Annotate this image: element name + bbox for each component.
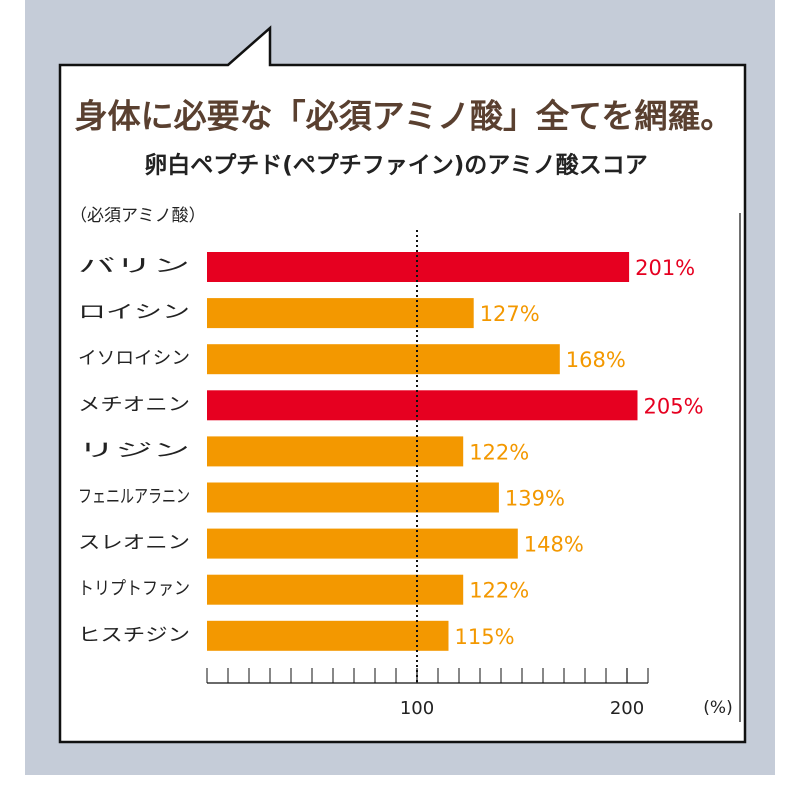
value-label: 139% <box>505 487 565 511</box>
y-axis-label: （必須アミノ酸） <box>70 206 206 226</box>
y-tick-label: トリプトファン <box>78 579 190 600</box>
y-tick-label: ロイシン <box>78 302 190 323</box>
value-label: 201% <box>635 256 695 280</box>
y-tick-label: バリン <box>78 256 190 277</box>
y-tick-label: ヒスチジン <box>78 625 190 646</box>
bar <box>207 344 560 375</box>
bar <box>207 574 464 605</box>
value-label: 205% <box>644 394 704 418</box>
chart-subtitle: 卵白ペプチド(ペプチファイン)のアミノ酸スコア <box>144 152 648 179</box>
x-tick-label: 200 <box>610 698 644 719</box>
x-tick-label: 100 <box>400 698 434 719</box>
y-tick-label: リジン <box>78 440 190 461</box>
chart-title: 身体に必要な「必須アミノ酸」全てを網羅。 <box>75 97 734 136</box>
bar <box>207 390 638 421</box>
y-tick-label: イソロイシン <box>78 348 190 369</box>
value-label: 168% <box>566 348 626 372</box>
value-label: 115% <box>455 625 515 649</box>
bar <box>207 298 474 329</box>
x-axis-label: (%) <box>703 698 732 718</box>
bar <box>207 482 499 513</box>
value-label: 127% <box>480 302 540 326</box>
bar <box>207 528 518 559</box>
bar <box>207 436 464 467</box>
value-label: 122% <box>469 440 529 464</box>
bar <box>207 620 449 651</box>
y-tick-label: スレオニン <box>78 533 190 554</box>
y-tick-label: フェニルアラニン <box>78 487 190 508</box>
bar <box>207 252 630 282</box>
value-label: 148% <box>524 533 584 557</box>
y-tick-label: メチオニン <box>78 394 190 415</box>
value-label: 122% <box>469 579 529 603</box>
speech-bubble <box>58 25 747 744</box>
